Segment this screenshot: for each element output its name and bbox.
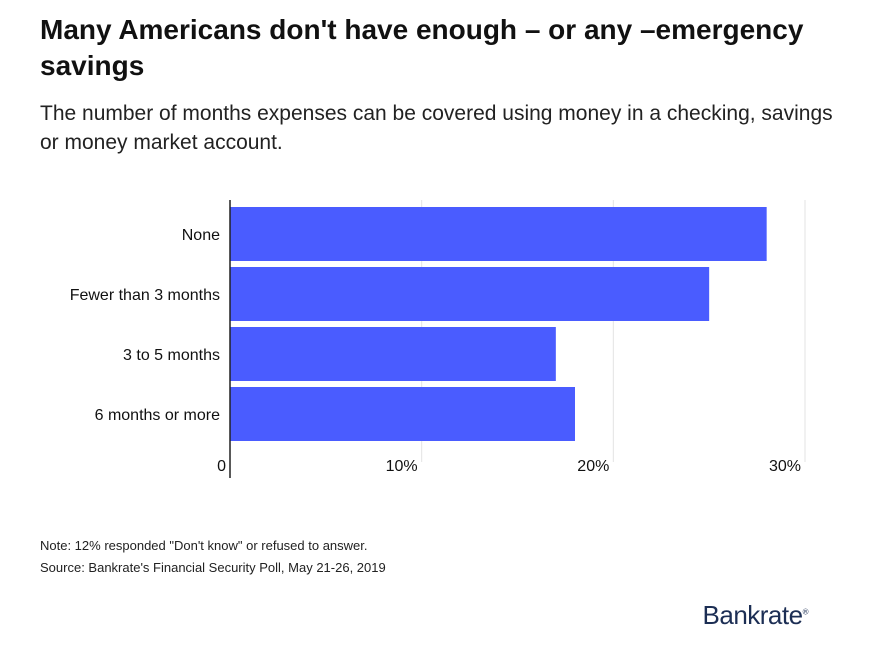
x-tick-label: 10% <box>386 458 418 475</box>
x-tick-label: 20% <box>577 458 609 475</box>
x-tick-label: 30% <box>769 458 801 475</box>
x-tick-labels: 0 10% 20% 30% <box>217 458 801 475</box>
category-label: None <box>182 227 220 244</box>
bars <box>230 207 767 441</box>
bar-chart: None Fewer than 3 months 3 to 5 months 6 mo… <box>70 200 806 478</box>
category-label: 3 to 5 months <box>123 347 220 364</box>
bar <box>230 327 556 381</box>
chart-subtitle: The number of months expenses can be cov… <box>40 102 833 154</box>
chart-note: Note: 12% responded "Don't know" or refu… <box>40 538 368 553</box>
category-labels: None Fewer than 3 months 3 to 5 months 6 mo… <box>70 227 220 424</box>
chart-source: Source: Bankrate's Financial Security Po… <box>40 560 386 575</box>
logo-text: Bankrate <box>702 600 804 630</box>
bankrate-logo: Bankrate® <box>702 600 809 631</box>
bar <box>230 387 575 441</box>
bar <box>230 207 767 261</box>
category-label: 6 months or more <box>95 407 220 424</box>
category-label: Fewer than 3 months <box>70 287 220 304</box>
chart-title: Many Americans don't have enough – or an… <box>40 14 804 81</box>
logo-registered-mark: ® <box>802 607 809 617</box>
bar <box>230 267 710 321</box>
x-tick-label: 0 <box>217 458 226 475</box>
